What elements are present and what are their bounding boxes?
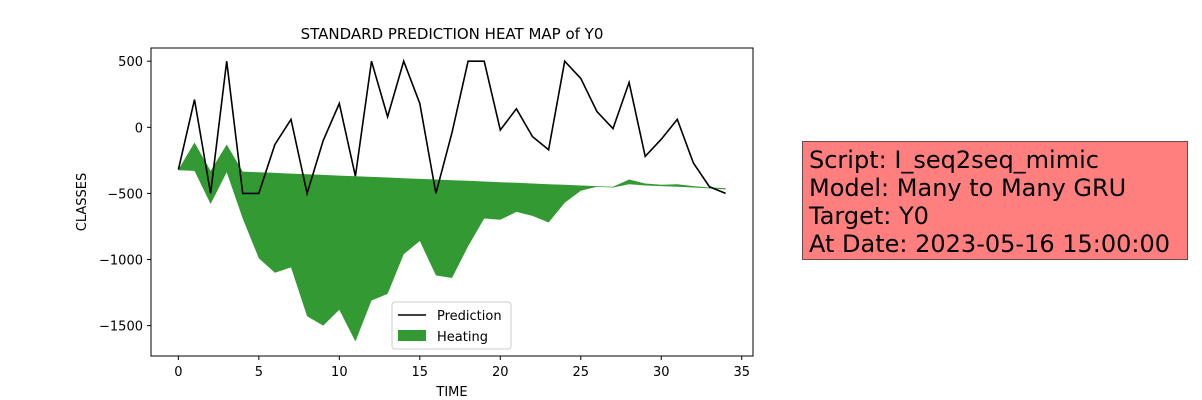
x-tick-label: 25 (572, 365, 589, 380)
x-tick-label: 5 (255, 365, 263, 380)
x-tick-label: 0 (174, 365, 182, 380)
x-tick-label: 30 (653, 365, 670, 380)
axis-ticks: 0 5 10 15 20 25 30 35 500 0 −500 −1000 −1500 (99, 55, 750, 380)
y-tick-label: −1500 (99, 320, 143, 335)
x-tick-label: 15 (412, 365, 429, 380)
prediction-line (177, 58, 726, 197)
model-line: Model: Many to Many GRU (809, 174, 1127, 202)
target-line: Target: Y0 (809, 202, 929, 230)
legend-heating-swatch (398, 330, 426, 341)
x-tick-label: 10 (331, 365, 348, 380)
y-tick-label: −500 (107, 187, 143, 202)
legend-prediction-label: Prediction (437, 309, 502, 324)
legend: Prediction Heating (391, 301, 512, 350)
script-line: Script: I_seq2seq_mimic (809, 146, 1099, 174)
heating-area (178, 142, 726, 342)
date-line: At Date: 2023-05-16 15:00:00 (809, 230, 1171, 258)
chart-title: STANDARD PREDICTION HEAT MAP of Y0 (301, 25, 604, 43)
y-tick-label: 0 (135, 121, 143, 136)
y-tick-label: 500 (118, 55, 143, 70)
chart: STANDARD PREDICTION HEAT MAP of Y0 TIME … (75, 25, 754, 400)
x-tick-label: 35 (733, 365, 750, 380)
y-tick-label: −1000 (99, 254, 143, 269)
y-axis-label: CLASSES (75, 173, 90, 231)
info-box: Script: I_seq2seq_mimic Model: Many to M… (802, 141, 1188, 260)
x-axis-label: TIME (435, 385, 467, 400)
x-tick-label: 20 (492, 365, 509, 380)
plot-area (177, 58, 726, 342)
plot-frame (150, 47, 754, 357)
legend-heating-label: Heating (437, 330, 488, 345)
